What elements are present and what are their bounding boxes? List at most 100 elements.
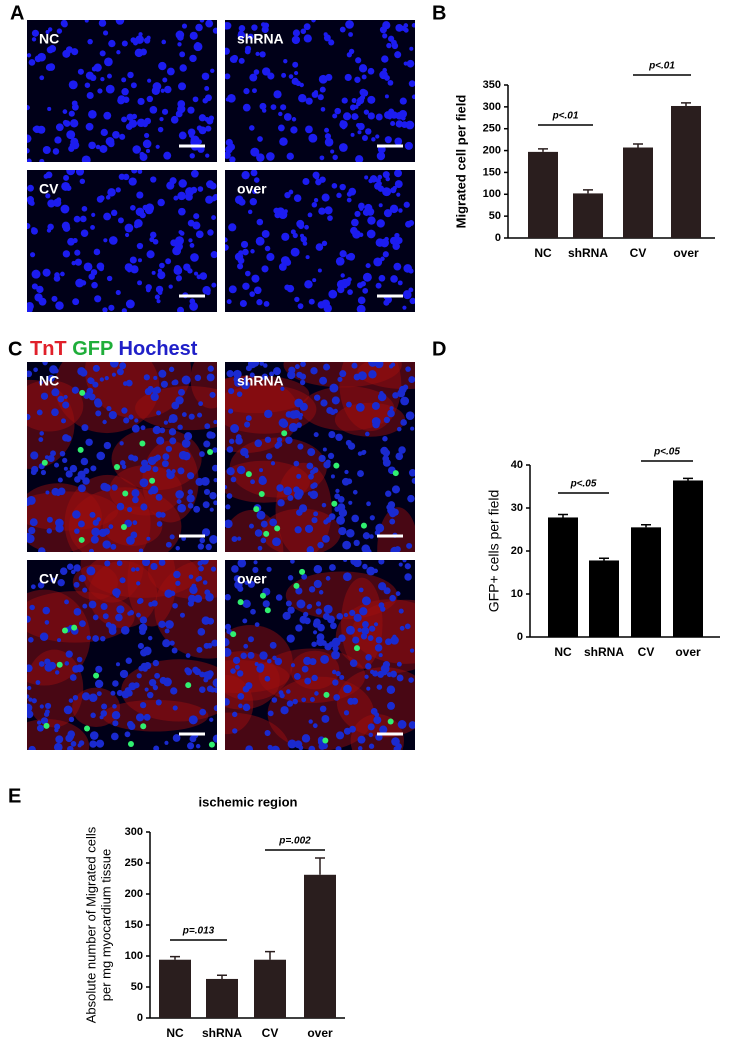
nucleus <box>334 506 340 512</box>
nucleus <box>307 448 316 457</box>
nucleus <box>77 484 86 493</box>
nucleus <box>53 275 61 282</box>
nucleus <box>396 674 404 682</box>
bar <box>573 193 603 238</box>
micrograph-content <box>27 20 217 162</box>
gfp-cell <box>323 691 330 698</box>
nucleus <box>116 560 123 567</box>
nucleus <box>328 39 335 46</box>
nucleus <box>79 620 86 628</box>
gfp-cell <box>79 389 86 396</box>
nucleus <box>121 308 127 312</box>
nucleus <box>336 192 342 199</box>
nucleus <box>287 575 294 581</box>
nucleus <box>362 563 368 570</box>
nucleus <box>367 635 374 641</box>
error-bar <box>641 524 651 528</box>
gfp-cell <box>61 627 68 634</box>
nucleus <box>65 435 72 442</box>
tissue <box>225 509 284 552</box>
nucleus <box>91 281 98 289</box>
nucleus <box>299 379 306 386</box>
nucleus <box>201 72 210 81</box>
nucleus <box>116 689 123 697</box>
nucleus <box>336 731 345 740</box>
nucleus <box>275 594 283 601</box>
nucleus <box>316 633 325 642</box>
nucleus <box>98 20 107 27</box>
nucleus <box>350 560 359 565</box>
nucleus <box>335 746 342 750</box>
nucleus <box>127 267 132 273</box>
nucleus <box>199 686 206 693</box>
nucleus <box>116 502 125 511</box>
nucleus <box>280 419 289 428</box>
nucleus <box>323 604 333 614</box>
nucleus <box>178 230 183 235</box>
nucleus <box>317 541 324 549</box>
nucleus <box>76 656 83 663</box>
nucleus <box>187 106 195 114</box>
nucleus <box>302 241 308 246</box>
nucleus <box>281 232 290 241</box>
nucleus <box>313 618 321 626</box>
nucleus <box>288 189 294 195</box>
nucleus <box>177 424 183 430</box>
nucleus <box>324 133 332 140</box>
nucleus <box>106 73 112 79</box>
nucleus <box>254 622 260 627</box>
nucleus <box>346 401 352 408</box>
nucleus <box>154 294 160 300</box>
nucleus <box>96 517 101 522</box>
nucleus <box>175 30 185 40</box>
nucleus <box>198 565 204 572</box>
nucleus <box>132 496 139 504</box>
nucleus <box>64 661 70 666</box>
nucleus <box>63 394 68 400</box>
gfp-cell <box>392 470 399 477</box>
nucleus <box>194 374 202 382</box>
nucleus <box>107 188 116 197</box>
nucleus <box>285 436 293 444</box>
nucleus <box>225 22 232 30</box>
nucleus <box>194 271 199 276</box>
nucleus <box>300 235 307 243</box>
nucleus <box>160 88 165 93</box>
nucleus <box>73 215 81 223</box>
nucleus <box>140 425 146 431</box>
nucleus <box>158 61 167 71</box>
p-value: p=.013 <box>182 926 215 937</box>
nucleus <box>186 494 195 503</box>
nucleus <box>357 470 364 478</box>
nucleus <box>147 78 152 83</box>
nucleus <box>225 97 230 102</box>
nucleus <box>233 369 242 379</box>
nucleus <box>75 278 84 288</box>
nucleus <box>131 489 140 498</box>
nucleus <box>98 195 105 202</box>
nucleus <box>151 86 161 95</box>
nucleus <box>362 272 372 282</box>
nucleus <box>42 362 48 366</box>
nucleus <box>237 30 245 37</box>
nucleus <box>190 186 198 194</box>
nucleus <box>395 23 404 32</box>
y-tick-label: 50 <box>131 981 143 993</box>
nucleus <box>183 263 191 271</box>
nucleus <box>313 565 323 574</box>
nucleus <box>256 153 265 162</box>
nucleus <box>199 20 205 23</box>
nucleus <box>57 395 65 403</box>
nucleus <box>254 662 259 667</box>
nucleus <box>257 545 263 551</box>
nucleus <box>197 186 204 192</box>
error-bar <box>558 513 568 518</box>
nucleus <box>39 158 45 162</box>
nucleus <box>73 564 81 572</box>
nucleus <box>152 684 159 691</box>
nucleus <box>304 524 314 534</box>
y-tick-label: 20 <box>511 545 523 557</box>
nucleus <box>121 77 127 83</box>
nucleus <box>341 125 346 130</box>
nucleus <box>117 217 124 224</box>
